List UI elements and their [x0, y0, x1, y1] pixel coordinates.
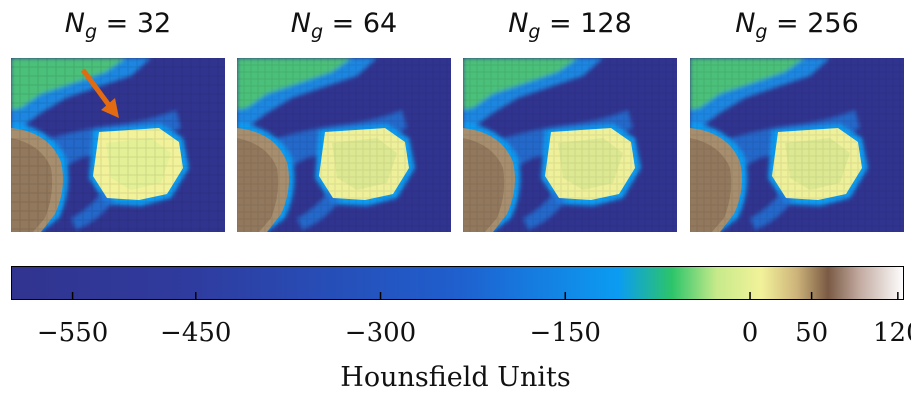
colorbar-tick-label: −150 — [529, 318, 601, 348]
ct-panel-ng-256 — [690, 58, 904, 232]
colorbar — [11, 266, 904, 300]
colorbar-gradient — [11, 266, 904, 300]
colorbar-label: Hounsfield Units — [340, 362, 571, 393]
colorbar-tick-label: 120 — [873, 318, 911, 348]
ct-panel-ng-64 — [237, 58, 451, 232]
arrow-shaft — [80, 68, 114, 110]
panel-title-4: Ng = 256 — [735, 8, 859, 43]
colorbar-tick-label: 0 — [741, 318, 759, 348]
colorbar-tick-label: 50 — [795, 318, 829, 348]
ct-panel-ng-128 — [463, 58, 677, 232]
colorbar-tick-label: −300 — [344, 318, 417, 348]
panel-title-3: Ng = 128 — [508, 8, 632, 43]
panel-title-1: Ng = 32 — [64, 8, 172, 43]
colorbar-tick-label: −450 — [160, 318, 232, 348]
ct-panel-ng-32 — [11, 58, 225, 232]
arrow-head-icon — [101, 98, 119, 118]
panel-title-2: Ng = 64 — [290, 8, 398, 43]
colorbar-tick-label: −550 — [36, 318, 109, 348]
